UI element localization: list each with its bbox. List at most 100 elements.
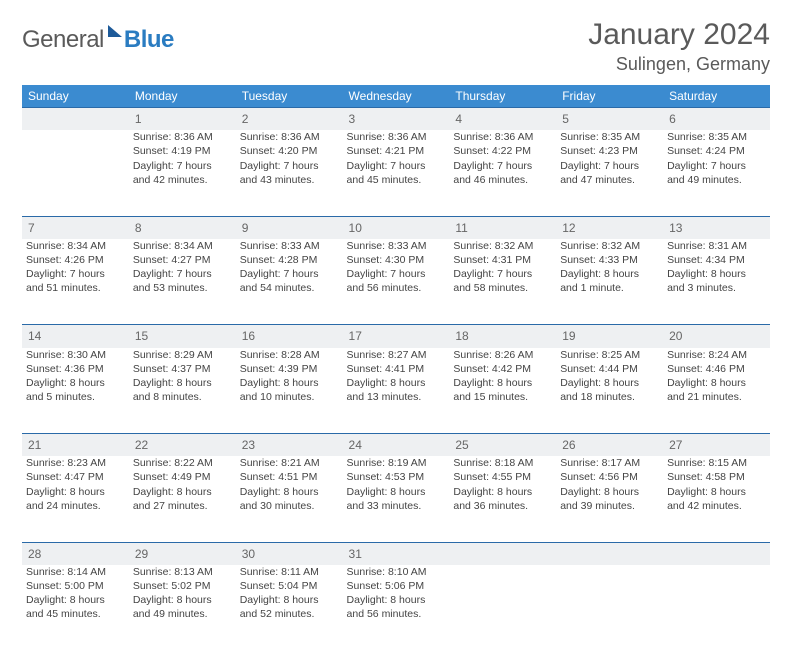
day-number: 8 (129, 216, 236, 239)
day-cell-line: Daylight: 7 hours (240, 159, 339, 173)
day-cell-line: Sunrise: 8:10 AM (347, 565, 446, 579)
day-cell-line: and 30 minutes. (240, 499, 339, 513)
day-cell-line: and 24 minutes. (26, 499, 125, 513)
day-cell: Sunrise: 8:36 AMSunset: 4:21 PMDaylight:… (343, 130, 450, 216)
day-cell-line: Daylight: 7 hours (560, 159, 659, 173)
weekday-header: Sunday (22, 85, 129, 108)
daynum-row: 28293031 (22, 542, 770, 565)
day-cell-line: Sunset: 5:04 PM (240, 579, 339, 593)
day-cell-line: Daylight: 8 hours (240, 485, 339, 499)
day-number: 25 (449, 434, 556, 457)
day-cell-line: and 1 minute. (560, 281, 659, 295)
day-cell-line: Sunset: 5:02 PM (133, 579, 232, 593)
day-cell-line: Sunrise: 8:32 AM (560, 239, 659, 253)
day-cell-line: Sunrise: 8:21 AM (240, 456, 339, 470)
day-cell-line: Sunset: 4:19 PM (133, 144, 232, 158)
day-cell: Sunrise: 8:21 AMSunset: 4:51 PMDaylight:… (236, 456, 343, 542)
day-cell: Sunrise: 8:13 AMSunset: 5:02 PMDaylight:… (129, 565, 236, 651)
day-cell-line: Daylight: 8 hours (133, 376, 232, 390)
weekday-header: Wednesday (343, 85, 450, 108)
day-cell-line: and 27 minutes. (133, 499, 232, 513)
day-cell: Sunrise: 8:33 AMSunset: 4:30 PMDaylight:… (343, 239, 450, 325)
day-cell-line: Sunset: 4:30 PM (347, 253, 446, 267)
day-cell: Sunrise: 8:24 AMSunset: 4:46 PMDaylight:… (663, 348, 770, 434)
calendar-table: Sunday Monday Tuesday Wednesday Thursday… (22, 85, 770, 651)
day-cell-line: Sunrise: 8:22 AM (133, 456, 232, 470)
day-number: 14 (22, 325, 129, 348)
day-number: 23 (236, 434, 343, 457)
day-number: 2 (236, 108, 343, 131)
day-cell-line: Daylight: 7 hours (347, 159, 446, 173)
day-cell-line: Daylight: 7 hours (133, 267, 232, 281)
day-number (663, 542, 770, 565)
day-cell: Sunrise: 8:10 AMSunset: 5:06 PMDaylight:… (343, 565, 450, 651)
day-number: 21 (22, 434, 129, 457)
day-cell-line: Daylight: 8 hours (133, 593, 232, 607)
day-number: 11 (449, 216, 556, 239)
day-cell: Sunrise: 8:33 AMSunset: 4:28 PMDaylight:… (236, 239, 343, 325)
day-number: 13 (663, 216, 770, 239)
day-number (22, 108, 129, 131)
daynum-row: 21222324252627 (22, 434, 770, 457)
day-cell-line: Sunrise: 8:34 AM (133, 239, 232, 253)
day-cell-line: Daylight: 8 hours (560, 485, 659, 499)
day-number: 5 (556, 108, 663, 131)
day-cell-line: Sunrise: 8:11 AM (240, 565, 339, 579)
day-cell-line: Sunset: 4:20 PM (240, 144, 339, 158)
day-cell-line: and 45 minutes. (347, 173, 446, 187)
weekday-header: Thursday (449, 85, 556, 108)
day-number: 24 (343, 434, 450, 457)
day-number: 28 (22, 542, 129, 565)
day-number: 9 (236, 216, 343, 239)
day-cell-line: Sunset: 4:41 PM (347, 362, 446, 376)
day-number: 18 (449, 325, 556, 348)
day-cell: Sunrise: 8:25 AMSunset: 4:44 PMDaylight:… (556, 348, 663, 434)
day-cell-line: Daylight: 8 hours (453, 376, 552, 390)
day-cell: Sunrise: 8:32 AMSunset: 4:33 PMDaylight:… (556, 239, 663, 325)
day-number: 7 (22, 216, 129, 239)
weekday-header: Saturday (663, 85, 770, 108)
day-cell-line: Daylight: 8 hours (347, 485, 446, 499)
day-cell-line: and 53 minutes. (133, 281, 232, 295)
day-cell: Sunrise: 8:11 AMSunset: 5:04 PMDaylight:… (236, 565, 343, 651)
day-cell-line: and 15 minutes. (453, 390, 552, 404)
day-cell-line: Sunset: 4:47 PM (26, 470, 125, 484)
day-cell-line: and 46 minutes. (453, 173, 552, 187)
day-cell-line: Daylight: 7 hours (26, 267, 125, 281)
day-cell-line: and 54 minutes. (240, 281, 339, 295)
day-cell-line: Sunrise: 8:27 AM (347, 348, 446, 362)
day-cell-line: Sunset: 4:55 PM (453, 470, 552, 484)
day-cell: Sunrise: 8:28 AMSunset: 4:39 PMDaylight:… (236, 348, 343, 434)
day-cell-line: Daylight: 8 hours (667, 376, 766, 390)
day-number: 31 (343, 542, 450, 565)
day-cell: Sunrise: 8:27 AMSunset: 4:41 PMDaylight:… (343, 348, 450, 434)
day-cell-line: and 39 minutes. (560, 499, 659, 513)
day-cell: Sunrise: 8:23 AMSunset: 4:47 PMDaylight:… (22, 456, 129, 542)
day-cell-line: Daylight: 7 hours (667, 159, 766, 173)
logo: General Blue (22, 18, 174, 54)
day-cell-line: Daylight: 8 hours (667, 267, 766, 281)
day-cell: Sunrise: 8:34 AMSunset: 4:27 PMDaylight:… (129, 239, 236, 325)
day-cell-line: Daylight: 8 hours (26, 376, 125, 390)
day-number: 19 (556, 325, 663, 348)
day-cell-line: Sunset: 4:44 PM (560, 362, 659, 376)
day-cell-line: Sunrise: 8:18 AM (453, 456, 552, 470)
day-cell-line: Sunset: 4:34 PM (667, 253, 766, 267)
day-cell-line: Sunset: 5:06 PM (347, 579, 446, 593)
day-cell-line: and 52 minutes. (240, 607, 339, 621)
day-cell-line: Sunrise: 8:13 AM (133, 565, 232, 579)
day-cell-line: Sunset: 4:27 PM (133, 253, 232, 267)
day-cell-line: Sunrise: 8:31 AM (667, 239, 766, 253)
day-cell-line: Sunrise: 8:15 AM (667, 456, 766, 470)
day-cell: Sunrise: 8:36 AMSunset: 4:19 PMDaylight:… (129, 130, 236, 216)
month-title: January 2024 (588, 18, 770, 52)
day-cell-line: and 5 minutes. (26, 390, 125, 404)
day-number: 20 (663, 325, 770, 348)
day-number: 3 (343, 108, 450, 131)
day-content-row: Sunrise: 8:36 AMSunset: 4:19 PMDaylight:… (22, 130, 770, 216)
day-cell-line: and 42 minutes. (133, 173, 232, 187)
weekday-header-row: Sunday Monday Tuesday Wednesday Thursday… (22, 85, 770, 108)
day-cell: Sunrise: 8:15 AMSunset: 4:58 PMDaylight:… (663, 456, 770, 542)
day-cell-line: Daylight: 8 hours (560, 267, 659, 281)
day-cell-line: Sunset: 4:56 PM (560, 470, 659, 484)
